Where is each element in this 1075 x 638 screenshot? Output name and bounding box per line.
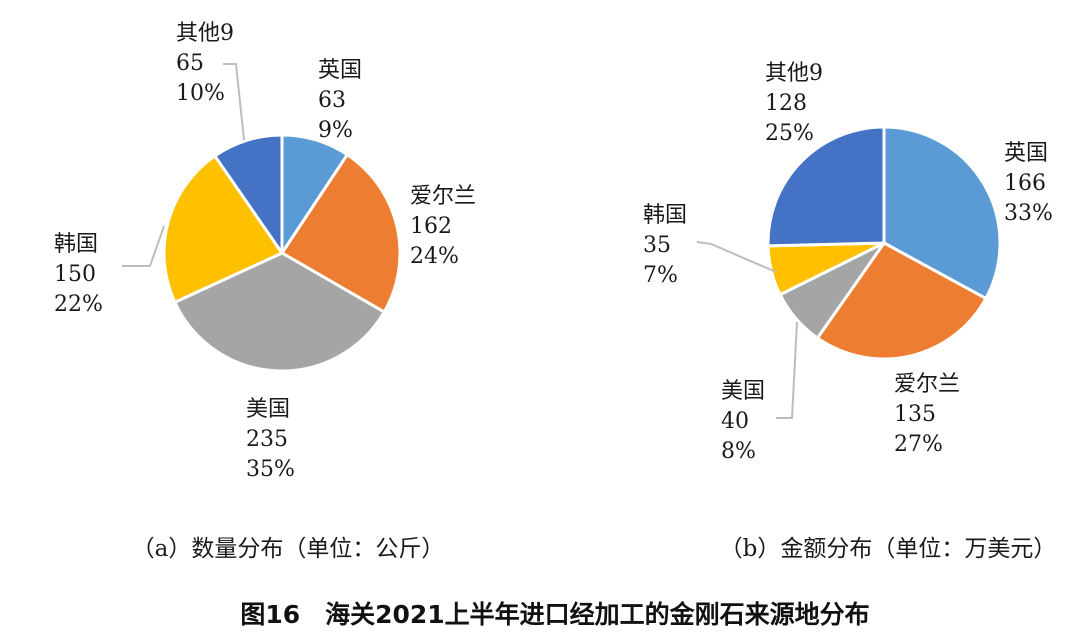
data-label: 美国 40 8%	[721, 379, 765, 464]
pie-slice-amount-0	[882, 125, 1002, 300]
data-label: 美国 235 35%	[246, 397, 295, 482]
pie-slice-quantity-2	[173, 251, 386, 373]
leader-line	[776, 321, 798, 419]
pie-slice-amount-4	[766, 125, 886, 248]
subtitle-quantity: （a）数量分布（单位：公斤）	[132, 536, 445, 562]
leader-line	[696, 241, 777, 273]
data-label: 爱尔兰 135 27%	[894, 372, 960, 457]
data-label: 英国 63 9%	[318, 58, 362, 143]
leader-line	[223, 63, 245, 141]
figure-title: 图16 海关2021上半年进口经加工的金刚石来源地分布	[240, 600, 869, 629]
pie-slice-amount-1	[815, 241, 988, 361]
data-label: 英国 166 33%	[1004, 141, 1053, 226]
pie-slice-quantity-4	[213, 133, 284, 255]
leader-line	[122, 225, 165, 267]
pie-slice-quantity-1	[280, 153, 402, 314]
pie-chart-quantity: 英国 63 9% 爱尔兰 162 24% 美国 235 35% 韩国 150 22% 其他9 65 10%	[54, 21, 476, 482]
data-label: 其他9 128 25%	[765, 61, 823, 146]
subtitle-amount: （b）金额分布（单位：万美元）	[720, 536, 1057, 562]
data-label: 其他9 65 10%	[176, 21, 234, 106]
data-label: 爱尔兰 162 24%	[410, 184, 476, 269]
data-label: 韩国 35 7%	[643, 203, 687, 288]
data-label: 韩国 150 22%	[54, 232, 103, 317]
pie-slice-quantity-3	[162, 154, 284, 304]
pie-chart-amount: 英国 166 33% 爱尔兰 135 27% 美国 40 8% 韩国 35 7% 其他9 128 25%	[643, 61, 1053, 464]
